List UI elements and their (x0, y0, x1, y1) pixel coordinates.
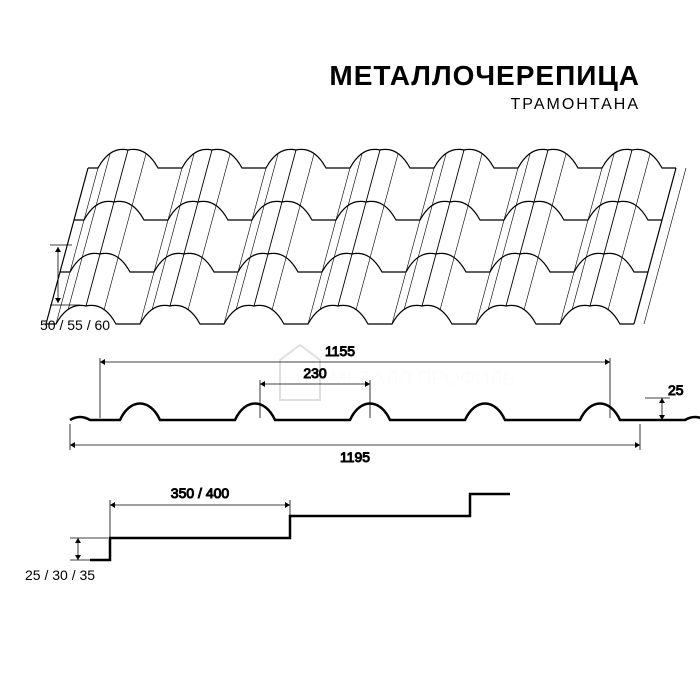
isometric-view (46, 149, 686, 324)
dim-profile-height: 25 (668, 382, 684, 398)
dim-full-width: 1195 (340, 449, 370, 465)
side-profile: 350 / 400 (70, 485, 510, 560)
dim-useful-width: 1155 (325, 343, 355, 359)
dim-step-heights: 50 / 55 / 60 (40, 317, 110, 333)
cross-section: 1155 230 25 1195 (70, 343, 700, 465)
watermark-text: МЕТАЛЛ ПРОФИЛЬ (330, 368, 516, 390)
dim-step-length: 350 / 400 (171, 485, 230, 501)
dim-pitch: 230 (303, 365, 327, 381)
technical-drawing: МЕТАЛЛ ПРОФИЛЬ 50 / 55 / 60 1155 (0, 0, 700, 700)
dim-wave-heights: 25 / 30 / 35 (25, 567, 95, 583)
